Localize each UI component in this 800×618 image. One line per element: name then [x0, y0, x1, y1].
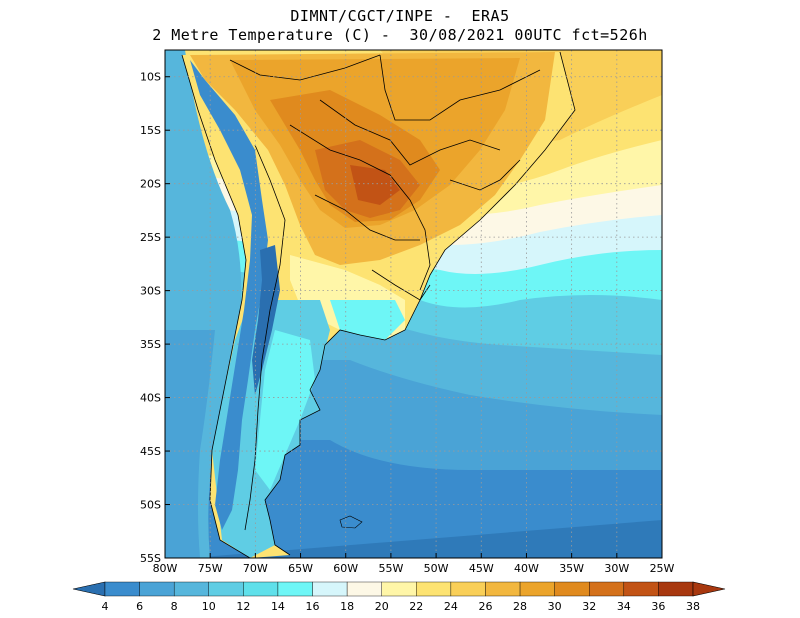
colorbar-swatch	[658, 581, 694, 597]
colorbar-label: 26	[478, 600, 492, 613]
map-frame	[164, 49, 663, 559]
colorbar-swatch	[139, 581, 175, 597]
lat-tick-label: 55S	[140, 552, 161, 565]
lon-tick-label: 80W	[153, 562, 178, 575]
title-line-2: 2 Metre Temperature (C) - 30/08/2021 00U…	[152, 26, 648, 44]
colorbar-low-arrow	[72, 581, 106, 597]
colorbar-label: 18	[340, 600, 354, 613]
colorbar-label: 38	[686, 600, 700, 613]
colorbar-label: 36	[651, 600, 665, 613]
colorbar-label: 20	[375, 600, 389, 613]
lon-tick-label: 40W	[514, 562, 539, 575]
colorbar-high-arrow	[692, 581, 726, 597]
lon-tick-label: 70W	[243, 562, 268, 575]
title-line-1: DIMNT/CGCT/INPE - ERA5	[290, 7, 510, 25]
lat-tick-label: 25S	[140, 231, 161, 244]
axis-ticks: 80W 75W 70W 65W 60W 55W 50W 45W 40W 35W 30W 25W 10S 1…	[140, 71, 675, 575]
colorbar-label: 14	[271, 600, 285, 613]
colorbar-swatch	[208, 581, 244, 597]
colorbar-label: 34	[617, 600, 631, 613]
colorbar-swatch	[485, 581, 521, 597]
colorbar-label: 12	[236, 600, 250, 613]
lat-tick-label: 50S	[140, 499, 161, 512]
colorbar-label: 24	[444, 600, 458, 613]
lat-tick-label: 20S	[140, 178, 161, 191]
colorbar-label: 4	[102, 600, 109, 613]
colorbar-swatch	[623, 581, 659, 597]
colorbar-label: 16	[306, 600, 320, 613]
colorbar-label: 10	[202, 600, 216, 613]
colorbar-swatch	[312, 581, 348, 597]
map-field	[165, 50, 662, 558]
lon-tick-label: 45W	[469, 562, 494, 575]
colorbar-swatch	[243, 581, 279, 597]
lon-tick-label: 25W	[650, 562, 675, 575]
lat-tick-label: 30S	[140, 285, 161, 298]
lon-tick-label: 30W	[604, 562, 629, 575]
gridlines	[165, 50, 662, 558]
lon-tick-label: 50W	[424, 562, 449, 575]
colorbar-swatch	[450, 581, 486, 597]
colorbar-swatch	[277, 581, 313, 597]
colorbar-swatch	[554, 581, 590, 597]
colorbar: 4 6 8 10 12 14 16 18 20 22 24 26 28 30 32 34 36 38	[72, 581, 726, 613]
colorbar-swatch	[104, 581, 140, 597]
lon-tick-label: 65W	[288, 562, 313, 575]
colorbar-swatch	[416, 581, 452, 597]
colorbar-label: 6	[136, 600, 143, 613]
colorbar-label: 8	[171, 600, 178, 613]
lon-tick-label: 75W	[198, 562, 223, 575]
lon-tick-label: 35W	[559, 562, 584, 575]
colorbar-swatch	[346, 581, 382, 597]
lat-tick-label: 10S	[140, 71, 161, 84]
colorbar-label: 22	[409, 600, 423, 613]
lat-tick-label: 40S	[140, 392, 161, 405]
colorbar-label: 32	[582, 600, 596, 613]
colorbar-swatch	[173, 581, 209, 597]
colorbar-label: 28	[513, 600, 527, 613]
colorbar-swatch	[519, 581, 555, 597]
lat-tick-label: 15S	[140, 124, 161, 137]
lat-tick-label: 35S	[140, 338, 161, 351]
lat-tick-label: 45S	[140, 445, 161, 458]
lon-tick-label: 60W	[333, 562, 358, 575]
lon-tick-label: 55W	[378, 562, 403, 575]
colorbar-swatch	[381, 581, 417, 597]
colorbar-swatch	[589, 581, 625, 597]
colorbar-label: 30	[548, 600, 562, 613]
